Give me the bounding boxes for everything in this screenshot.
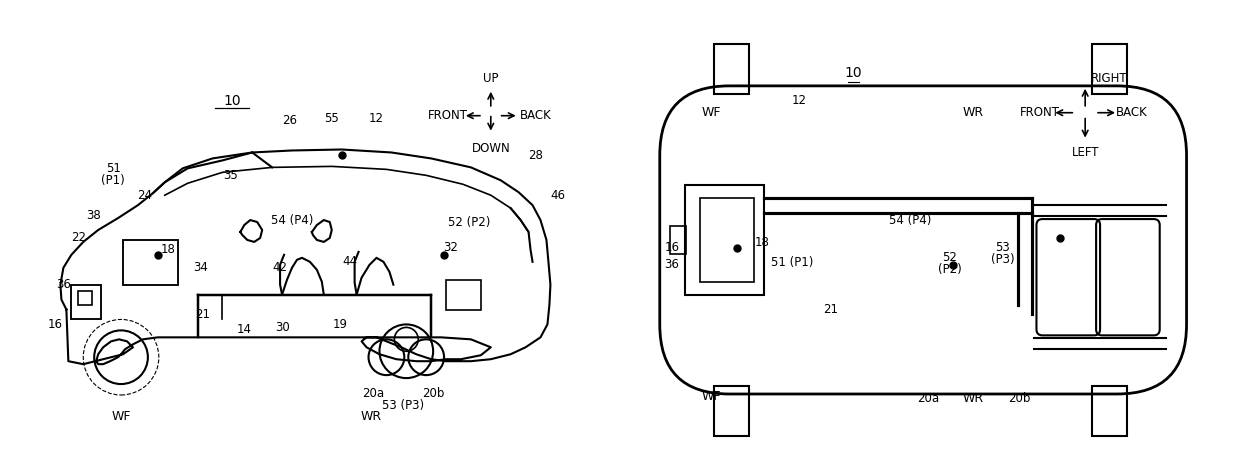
- Text: WR: WR: [361, 410, 382, 423]
- Text: 34: 34: [193, 261, 208, 274]
- Bar: [1092, 44, 1127, 94]
- Text: 20b: 20b: [1008, 392, 1030, 405]
- Bar: [699, 198, 754, 282]
- Text: 36: 36: [56, 278, 71, 291]
- Text: 36: 36: [665, 258, 680, 271]
- Text: 46: 46: [549, 189, 565, 202]
- Text: (P2): (P2): [939, 263, 962, 276]
- Text: FRONT: FRONT: [1019, 106, 1059, 119]
- Text: 28: 28: [528, 149, 543, 162]
- Bar: [78, 291, 92, 304]
- Text: BACK: BACK: [1116, 106, 1148, 119]
- Text: 53: 53: [996, 241, 1011, 254]
- Text: 53 (P3): 53 (P3): [382, 399, 424, 413]
- Text: 12: 12: [791, 94, 806, 107]
- Text: 16: 16: [48, 318, 63, 331]
- Text: WF: WF: [702, 391, 722, 403]
- Text: 20a: 20a: [918, 392, 939, 405]
- Text: 44: 44: [342, 255, 357, 269]
- Text: 21: 21: [823, 303, 838, 316]
- Text: LEFT: LEFT: [1071, 146, 1099, 159]
- Text: 10: 10: [223, 94, 241, 108]
- Text: 20b: 20b: [422, 387, 444, 401]
- Text: 10: 10: [844, 66, 862, 80]
- Bar: [1092, 386, 1127, 436]
- Text: 51: 51: [105, 162, 120, 175]
- Text: 24: 24: [138, 189, 153, 202]
- Text: FRONT: FRONT: [428, 109, 467, 122]
- Bar: [670, 226, 686, 254]
- Text: 32: 32: [444, 241, 459, 254]
- Text: 16: 16: [665, 241, 680, 254]
- Bar: [72, 285, 102, 319]
- Text: WR: WR: [962, 106, 983, 119]
- Text: 21: 21: [195, 308, 210, 321]
- Text: 54 (P4): 54 (P4): [889, 213, 931, 227]
- Text: 52: 52: [942, 252, 957, 264]
- Bar: [123, 240, 177, 285]
- Text: RIGHT: RIGHT: [1091, 73, 1127, 85]
- Text: 42: 42: [273, 261, 288, 274]
- Text: 18: 18: [755, 236, 770, 249]
- Text: WF: WF: [112, 410, 130, 423]
- Text: 35: 35: [223, 169, 238, 182]
- Text: 54 (P4): 54 (P4): [270, 213, 314, 227]
- Text: 38: 38: [86, 208, 100, 222]
- Text: 55: 55: [325, 112, 339, 125]
- Text: 52 (P2): 52 (P2): [448, 216, 490, 229]
- Text: WR: WR: [962, 392, 983, 405]
- Text: 22: 22: [71, 231, 86, 245]
- Bar: [446, 280, 481, 309]
- Text: 20a: 20a: [362, 387, 384, 401]
- Text: 12: 12: [370, 112, 384, 125]
- Text: 26: 26: [283, 114, 298, 127]
- Text: (P3): (P3): [991, 253, 1014, 266]
- Text: 18: 18: [160, 243, 175, 257]
- Text: DOWN: DOWN: [471, 142, 510, 155]
- Bar: [684, 185, 764, 295]
- Text: WF: WF: [702, 106, 722, 119]
- Text: 30: 30: [275, 321, 289, 334]
- Text: 51 (P1): 51 (P1): [771, 256, 813, 269]
- Text: 19: 19: [332, 318, 347, 331]
- Text: UP: UP: [484, 73, 498, 85]
- Text: 14: 14: [237, 323, 252, 336]
- Text: BACK: BACK: [520, 109, 552, 122]
- Text: (P1): (P1): [102, 174, 125, 187]
- Bar: [714, 44, 749, 94]
- Bar: [714, 386, 749, 436]
